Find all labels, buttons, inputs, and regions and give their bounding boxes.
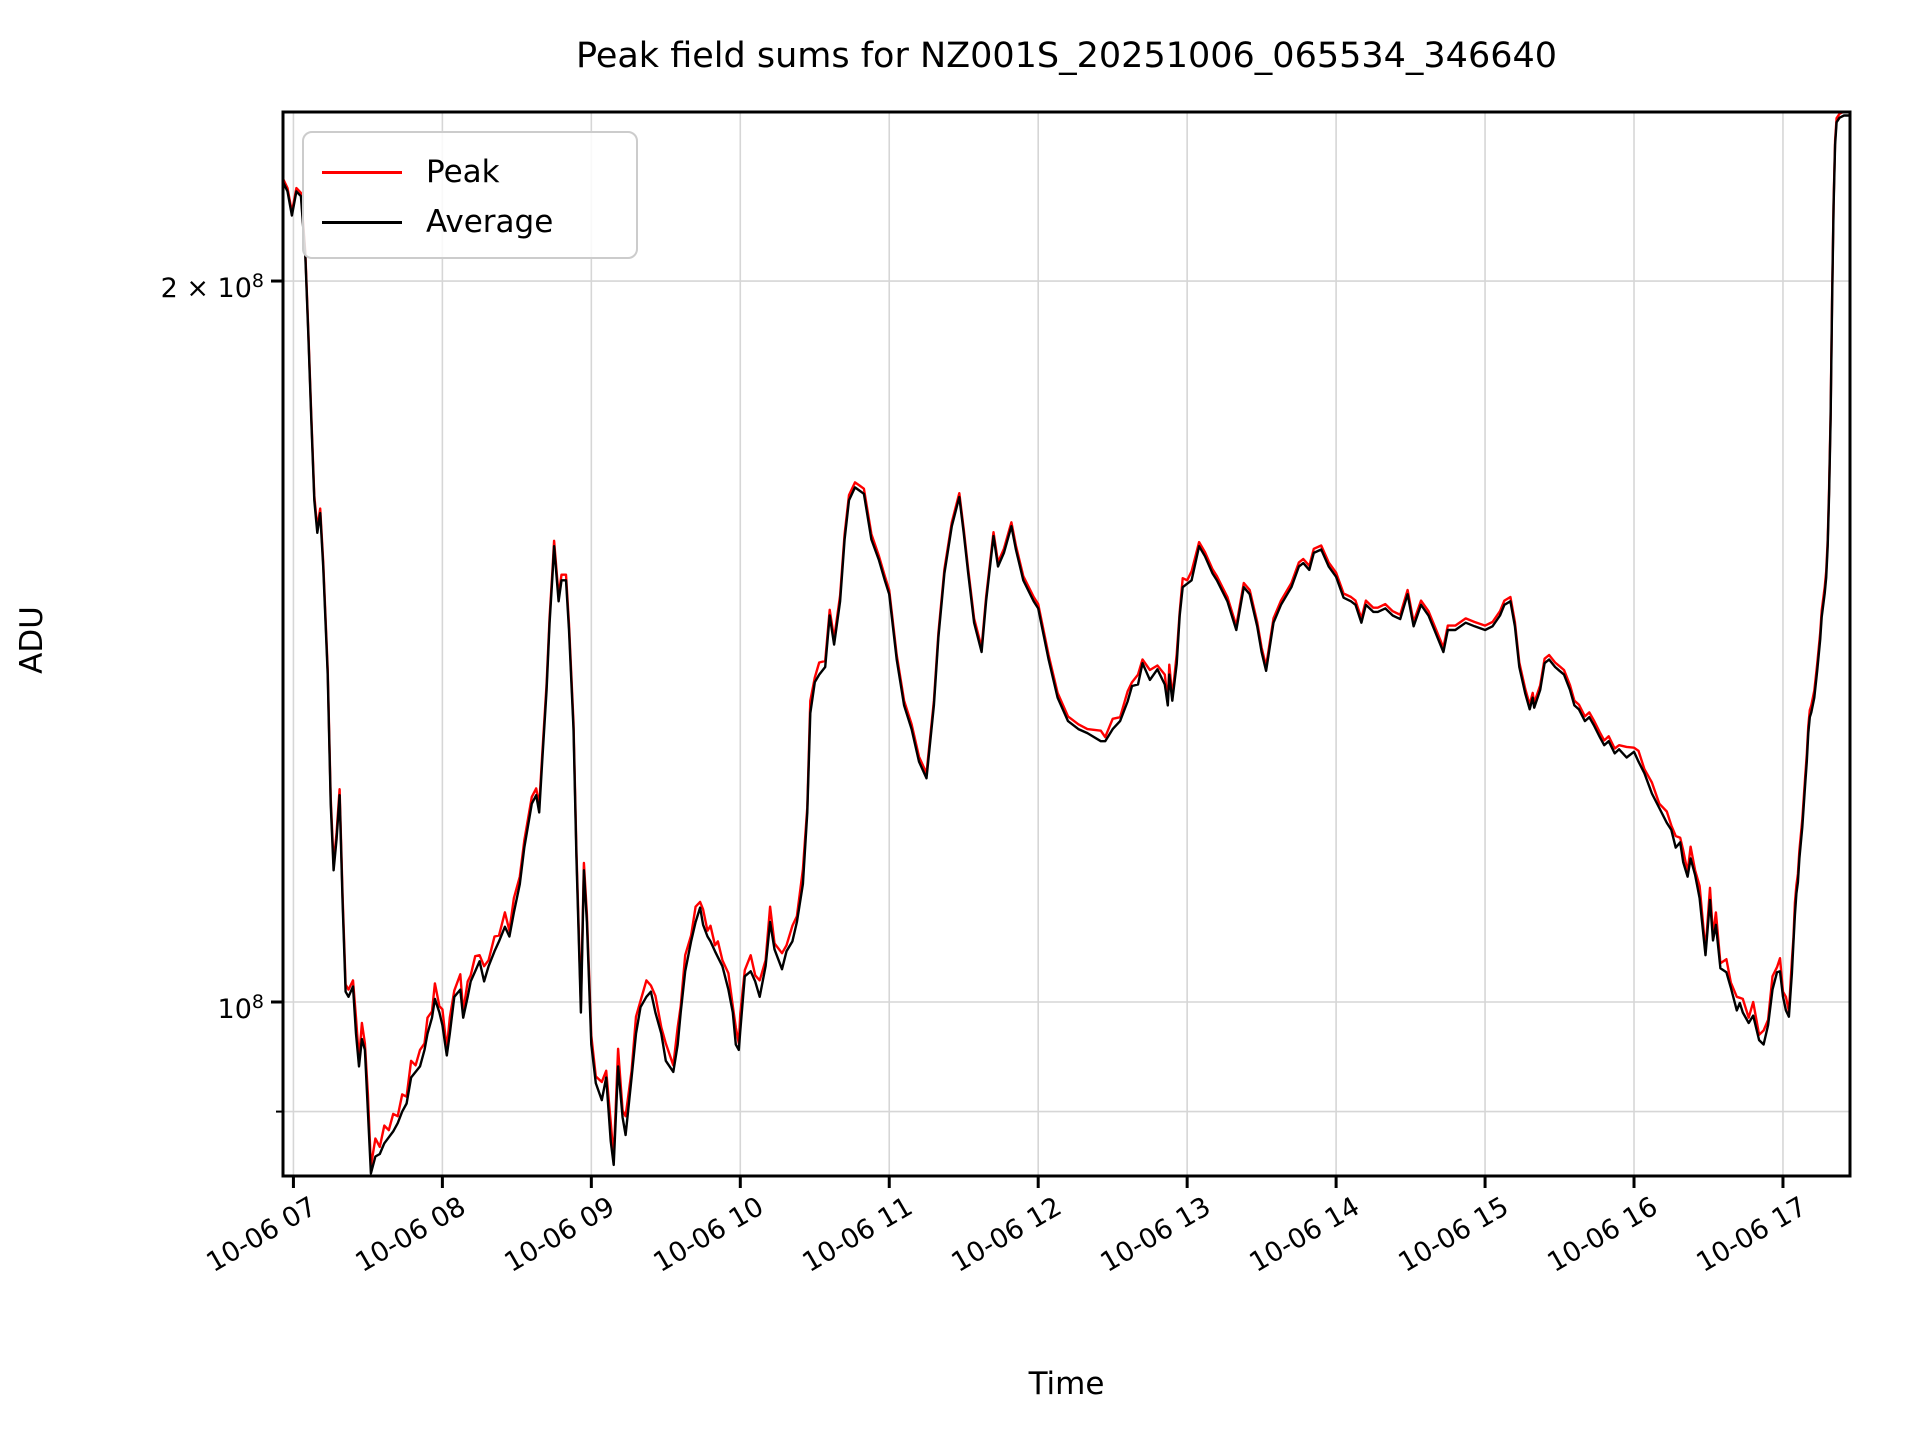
axis-ticks [271,279,1785,1188]
legend-item-average: Average [322,197,636,247]
y-axis-label-text: ADU [14,606,50,674]
peak-line-swatch [322,170,402,174]
legend-item-peak: Peak [322,147,636,197]
axes-spines [281,110,1852,1178]
x-axis-label: Time [1028,1366,1105,1402]
legend-label-average: Average [426,204,554,240]
y-tick-label-1e8: 108 [217,991,264,1025]
average-line [283,114,1850,1175]
legend-label-peak: Peak [426,154,500,190]
chart-title: Peak field sums for NZ001S_20251006_0655… [575,36,1558,76]
y-tick-label-2e8: 2 × 108 [160,270,264,304]
legend: Peak Average [302,131,638,259]
average-line-swatch [322,220,402,224]
peak-line [283,112,1850,1168]
gridlines [283,112,1850,1176]
